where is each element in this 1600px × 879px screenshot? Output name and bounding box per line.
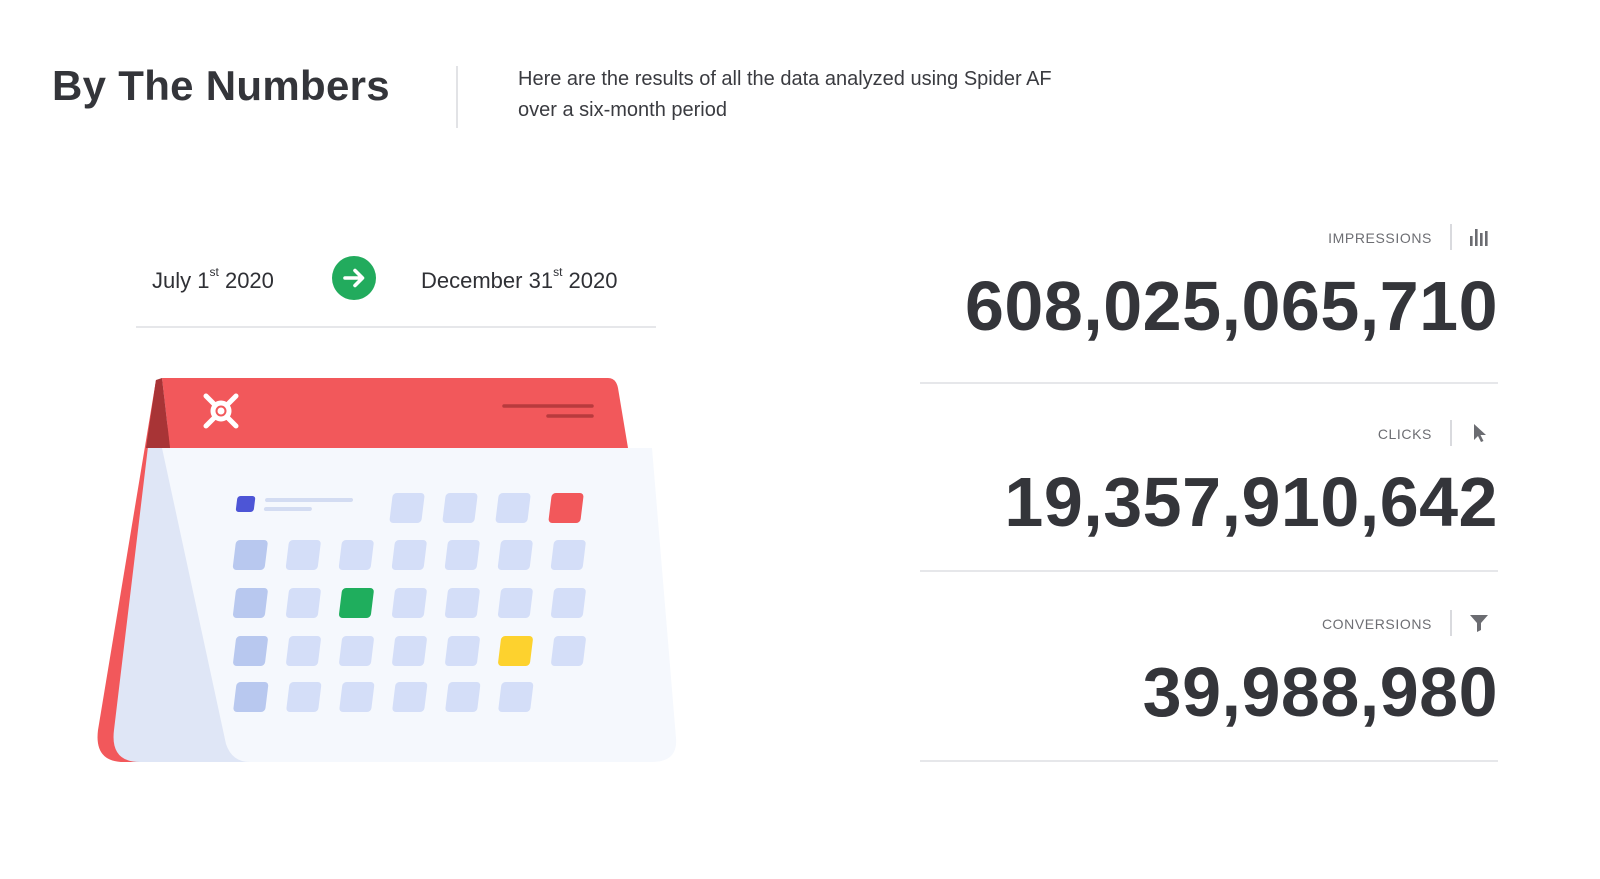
impressions-value: 608,025,065,710 <box>964 267 1498 345</box>
start-date-year: 2020 <box>224 268 274 293</box>
impressions-label: IMPRESSIONS <box>1328 230 1432 246</box>
clicks-label: CLICKS <box>1377 426 1432 442</box>
conversions-separator <box>1450 610 1452 636</box>
start-date-ordinal: st <box>209 265 219 279</box>
page-title: By The Numbers <box>52 62 390 109</box>
clicks-separator <box>1450 420 1452 446</box>
end-date-ordinal: st <box>553 265 563 279</box>
conversions-label: CONVERSIONS <box>1321 616 1432 632</box>
subtitle-line-2: over a six-month period <box>518 99 727 121</box>
start-date-day: July 1 <box>152 268 210 293</box>
calendar-illustration <box>97 378 677 762</box>
end-date: December 31st 2020 <box>421 265 618 294</box>
page-subtitle: Here are the results of all the data ana… <box>518 64 1118 126</box>
clicks-stat: CLICKS 19,357,910,642 <box>920 418 1498 572</box>
start-date: July 1st 2020 <box>152 265 274 294</box>
end-date-year: 2020 <box>568 268 618 293</box>
header-divider <box>456 66 458 128</box>
impressions-separator <box>1450 224 1452 250</box>
filter-funnel-icon <box>1470 615 1488 632</box>
clicks-value: 19,357,910,642 <box>1004 463 1498 541</box>
bar-chart-icon <box>1470 229 1488 246</box>
end-date-day: December 31 <box>421 268 554 293</box>
impressions-stat: IMPRESSIONS 608,025,065,710 <box>920 222 1498 384</box>
conversions-value: 39,988,980 <box>1142 653 1498 731</box>
arrow-right-icon <box>332 256 376 300</box>
subtitle-line-1: Here are the results of all the data ana… <box>518 68 1052 90</box>
cursor-pointer-icon <box>1474 424 1486 442</box>
date-range: July 1st 2020 December 31st 2020 <box>136 250 656 328</box>
conversions-stat: CONVERSIONS 39,988,980 <box>920 608 1498 762</box>
spider-af-logo <box>203 393 239 429</box>
